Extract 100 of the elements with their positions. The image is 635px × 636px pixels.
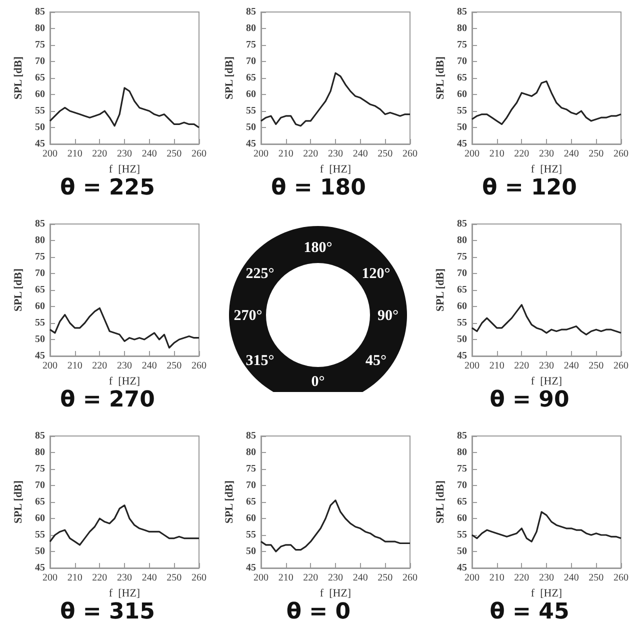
y-tick-label: 60 [246, 513, 256, 524]
x-axis-title: f [HZ] [108, 587, 140, 600]
y-tick-label: 55 [457, 318, 467, 328]
y-tick-label: 55 [35, 318, 45, 328]
x-tick-label: 200 [42, 572, 58, 584]
text: θ = 270 [60, 388, 155, 412]
line-series [49, 307, 200, 349]
y-tick-label: 65 [246, 496, 256, 508]
y-axis-title: SPL [dB] [434, 268, 446, 312]
x-tick-label: 230 [328, 572, 343, 584]
x-tick-label: 200 [42, 148, 58, 160]
y-tick-label: 75 [246, 40, 256, 50]
line-series [49, 87, 200, 128]
y-tick-label: 50 [35, 122, 45, 133]
text: 270° [234, 308, 262, 324]
y-tick-label: 70 [35, 480, 45, 491]
text: 120° [362, 266, 390, 282]
y-tick-label: 55 [457, 530, 467, 540]
y-tick-label: 45 [35, 562, 45, 574]
x-tick-label: 220 [514, 360, 530, 372]
y-tick-label: 55 [35, 530, 45, 540]
line-series [260, 72, 411, 127]
y-tick-label: 60 [35, 89, 45, 100]
x-tick-label: 230 [328, 148, 343, 160]
x-tick-label: 210 [278, 148, 294, 160]
x-tick-label: 210 [489, 360, 504, 372]
y-axis-title: SPL [dB] [434, 56, 446, 100]
x-axis-title: f [HZ] [108, 375, 140, 388]
y-axis-title: SPL [dB] [12, 56, 24, 100]
text: θ = 0 [286, 600, 351, 624]
x-tick-label: 260 [614, 360, 628, 372]
x-tick-label: 220 [92, 360, 108, 372]
x-tick-label: 260 [192, 360, 206, 372]
y-tick-label: 65 [35, 72, 45, 84]
x-tick-label: 200 [464, 360, 480, 372]
y-tick-label: 45 [246, 562, 256, 574]
y-tick-label: 75 [457, 40, 467, 50]
y-tick-label: 85 [246, 430, 256, 442]
x-tick-label: 260 [192, 148, 206, 160]
y-axis-title: SPL [dB] [12, 268, 24, 312]
x-tick-label: 220 [514, 572, 530, 584]
y-tick-label: 80 [246, 447, 256, 458]
y-tick-label: 65 [457, 284, 467, 296]
y-tick-label: 55 [35, 106, 45, 116]
y-tick-label: 60 [457, 301, 467, 312]
x-tick-label: 220 [92, 572, 108, 584]
y-tick-label: 45 [35, 350, 45, 362]
x-tick-label: 230 [117, 572, 132, 584]
x-tick-label: 200 [42, 360, 58, 372]
line-series [471, 304, 622, 336]
y-tick-label: 85 [457, 6, 467, 18]
x-tick-label: 260 [614, 148, 628, 160]
x-tick-label: 210 [67, 360, 82, 372]
y-tick-label: 50 [35, 546, 45, 557]
x-tick-label: 250 [166, 360, 182, 372]
x-tick-label: 240 [142, 572, 157, 584]
text: θ = 315 [60, 600, 155, 624]
x-tick-label: 240 [142, 360, 157, 372]
x-tick-label: 200 [254, 572, 268, 584]
y-tick-label: 45 [457, 138, 467, 150]
x-tick-label: 240 [564, 360, 579, 372]
y-tick-label: 65 [457, 496, 467, 508]
y-tick-label: 70 [457, 268, 467, 279]
text: 180° [304, 240, 332, 256]
x-tick-label: 240 [142, 148, 157, 160]
y-tick-label: 80 [35, 235, 45, 246]
x-axis-title: f [HZ] [530, 163, 562, 176]
x-tick-label: 210 [489, 148, 504, 160]
y-tick-label: 80 [457, 23, 467, 34]
text: θ = 120 [482, 176, 577, 200]
y-tick-label: 55 [457, 106, 467, 116]
y-tick-label: 75 [35, 464, 45, 474]
x-tick-label: 220 [92, 148, 108, 160]
x-tick-label: 250 [378, 148, 393, 160]
x-tick-label: 230 [539, 148, 554, 160]
x-tick-label: 220 [303, 572, 318, 584]
y-tick-label: 75 [457, 464, 467, 474]
y-tick-label: 60 [246, 89, 256, 100]
x-tick-label: 250 [588, 148, 604, 160]
y-tick-label: 75 [457, 252, 467, 262]
y-tick-label: 60 [457, 89, 467, 100]
y-tick-label: 65 [457, 72, 467, 84]
x-tick-label: 210 [67, 148, 82, 160]
x-tick-label: 200 [464, 148, 480, 160]
y-tick-label: 75 [35, 252, 45, 262]
y-tick-label: 70 [457, 480, 467, 491]
x-tick-label: 240 [564, 572, 579, 584]
y-tick-label: 45 [35, 138, 45, 150]
text: θ = 180 [271, 176, 366, 200]
y-tick-label: 55 [246, 530, 256, 540]
y-tick-label: 70 [457, 56, 467, 67]
x-axis-title: f [HZ] [320, 587, 352, 600]
y-tick-label: 50 [457, 122, 467, 133]
x-tick-label: 200 [254, 148, 268, 160]
x-tick-label: 260 [192, 572, 206, 584]
y-tick-label: 65 [35, 496, 45, 508]
x-tick-label: 250 [588, 572, 604, 584]
x-tick-label: 240 [352, 572, 368, 584]
text: θ = 90 [490, 388, 570, 412]
x-tick-label: 250 [378, 572, 393, 584]
